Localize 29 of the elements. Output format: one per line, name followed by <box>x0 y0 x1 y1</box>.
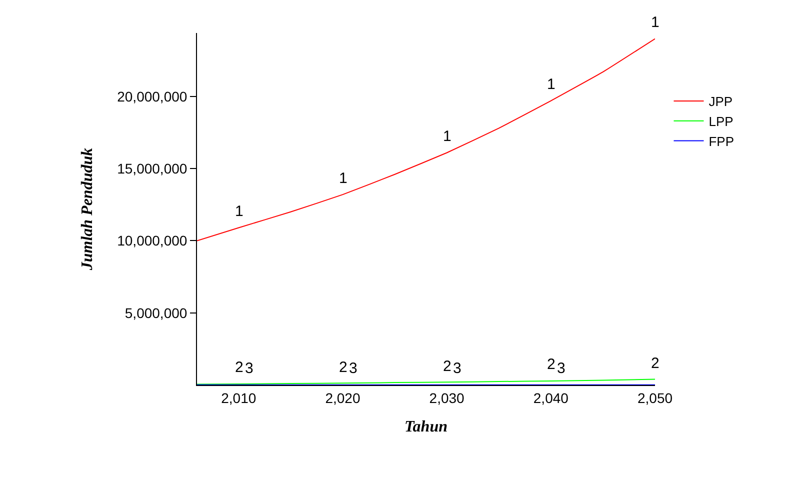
x-axis-title: Tahun <box>404 418 448 436</box>
annotation: 1 <box>339 170 348 187</box>
annotation: 1 <box>547 76 556 93</box>
annotation: 2 <box>651 355 660 372</box>
annotation: 3 <box>245 360 254 377</box>
x-tick-label: 2,050 <box>637 390 673 406</box>
x-tick-label: 2,030 <box>429 390 465 406</box>
y-tick-label: 5,000,000 <box>124 304 188 321</box>
y-tick-label: 20,000,000 <box>117 88 188 104</box>
annotation: 2 <box>235 359 244 376</box>
legend-label: LPP <box>708 114 734 129</box>
annotation: 3 <box>557 360 566 377</box>
y-axis-title: Jumlah Penduduk <box>79 148 96 272</box>
annotation: 2 <box>443 358 452 375</box>
annotation: 1 <box>443 128 452 145</box>
annotation: 3 <box>453 360 462 377</box>
y-tick-label: 15,000,000 <box>117 160 188 177</box>
annotation: 1 <box>651 14 660 31</box>
x-tick-label: 2,040 <box>533 390 569 406</box>
annotation: 3 <box>349 360 358 377</box>
legend-label: FPP <box>708 134 734 149</box>
annotation: 2 <box>339 359 348 376</box>
x-tick-label: 2,010 <box>221 390 256 406</box>
x-tick-label: 2,020 <box>325 390 360 406</box>
y-tick-label: 10,000,000 <box>117 232 188 249</box>
annotation: 2 <box>547 356 556 373</box>
annotation: 1 <box>235 203 244 220</box>
legend-label: JPP <box>708 94 733 110</box>
line-series <box>197 38 655 242</box>
